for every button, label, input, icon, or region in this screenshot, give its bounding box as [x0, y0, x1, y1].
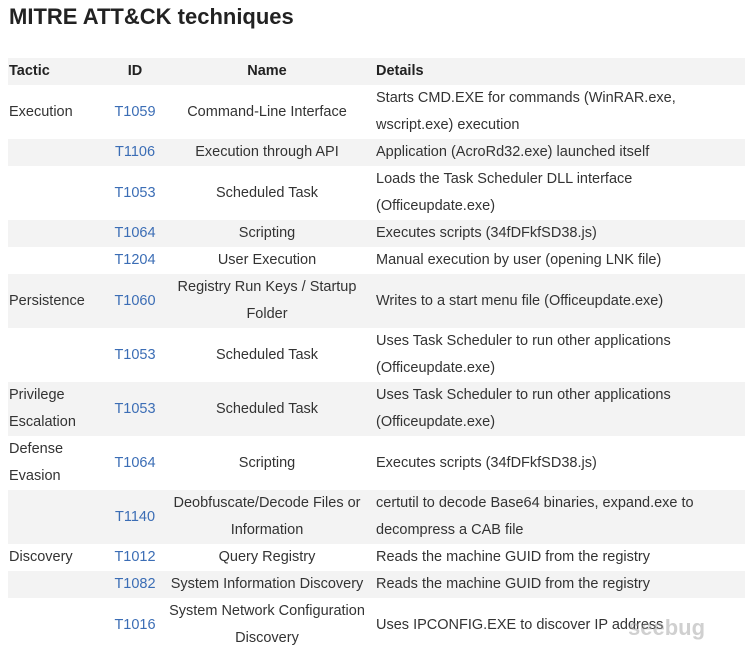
header-cell: Name — [247, 63, 287, 79]
details-cell: Uses Task Scheduler to run other applica… — [376, 333, 671, 376]
details-cell: certutil to decode Base64 binaries, expa… — [376, 495, 694, 538]
details-cell: Uses IPCONFIG.EXE to discover IP address — [376, 616, 664, 633]
tactic-cell: Defense Evasion — [9, 441, 64, 484]
name-cell: System Network Configuration Discovery — [169, 603, 365, 646]
id-cell: T1082 — [114, 576, 156, 592]
id-cell: T1016 — [114, 616, 156, 633]
id-cell: T1204 — [114, 252, 156, 268]
name-cell: Scheduled Task — [215, 346, 319, 363]
name-cell: Scheduled Task — [215, 184, 319, 201]
table-row: T1053 Scheduled Task Loads the Task Schedu… — [8, 166, 745, 220]
name-cell: User Execution — [217, 252, 317, 268]
table-row: Privilege Escalation T1053 Scheduled Task U… — [8, 382, 745, 436]
details-cell: Executes scripts (34fDFkfSD38.js) — [376, 225, 597, 241]
details-cell: Reads the machine GUID from the registry — [376, 576, 650, 592]
id-cell: T1060 — [114, 292, 156, 309]
details-cell: Uses Task Scheduler to run other applica… — [376, 387, 671, 430]
tactic-cell — [8, 139, 106, 166]
tactic-cell — [8, 166, 106, 220]
details-cell: Loads the Task Scheduler DLL interface (… — [376, 171, 633, 214]
page-title: MITRE ATT&CK techniques — [9, 4, 294, 29]
id-cell: T1053 — [114, 184, 156, 201]
table-row: T1064 Scripting Executes scripts (34fDFkfS… — [8, 220, 745, 247]
details-cell: Manual execution by user (opening LNK fi… — [376, 252, 662, 268]
name-cell: Query Registry — [218, 549, 316, 565]
tactic-cell — [8, 328, 106, 382]
tactic-cell: Persistence — [9, 292, 85, 309]
table-row: Execution T1059 Command-Line Interface Star… — [8, 85, 745, 139]
id-cell: T1140 — [114, 508, 156, 525]
tactic-cell — [8, 490, 106, 544]
techniques-table: Tactic ID Name Details Execution T1059 Command… — [8, 58, 745, 652]
table-row: T1016 System Network Configuration Discov… — [8, 598, 745, 652]
header-cell: ID — [127, 63, 143, 79]
name-cell: Scripting — [238, 454, 296, 471]
tactic-cell — [8, 571, 106, 598]
name-cell: Command-Line Interface — [187, 103, 347, 120]
header-cell: Details — [376, 63, 424, 79]
details-cell: Starts CMD.EXE for commands (WinRAR.exe,… — [376, 90, 676, 133]
name-cell: Scripting — [238, 225, 296, 241]
id-cell: T1106 — [114, 144, 156, 160]
tactic-cell: Discovery — [9, 549, 73, 565]
table-row: T1140 Deobfuscate/Decode Files or Informa… — [8, 490, 745, 544]
table-row: Discovery T1012 Query Registry Reads the ma… — [8, 544, 745, 571]
table-row: T1082 System Information Discovery Reads t… — [8, 571, 745, 598]
id-cell: T1053 — [114, 346, 156, 363]
table-row: Defense Evasion T1064 Scripting Executes sc… — [8, 436, 745, 490]
name-cell: Deobfuscate/Decode Files or Information — [173, 495, 361, 538]
id-cell: T1053 — [114, 400, 156, 417]
header-row: Tactic ID Name Details — [8, 58, 745, 85]
watermark: seebug — [628, 615, 706, 640]
table-row: T1053 Scheduled Task Uses Task Scheduler t… — [8, 328, 745, 382]
name-cell: Registry Run Keys / Startup Folder — [177, 279, 357, 322]
table-row: Persistence T1060 Registry Run Keys / Star… — [8, 274, 745, 328]
tactic-cell — [8, 220, 106, 247]
header-cell: Tactic — [9, 63, 50, 79]
id-cell: T1064 — [114, 454, 156, 471]
details-cell: Writes to a start menu file (Officeupdat… — [376, 292, 664, 309]
details-cell: Application (AcroRd32.exe) launched itse… — [376, 144, 650, 160]
id-cell: T1059 — [114, 103, 156, 120]
tactic-cell: Privilege Escalation — [9, 387, 76, 430]
id-cell: T1064 — [114, 225, 156, 241]
tactic-cell: Execution — [9, 103, 73, 120]
details-cell: Reads the machine GUID from the registry — [376, 549, 650, 565]
name-cell: Scheduled Task — [215, 400, 319, 417]
tactic-cell — [8, 598, 106, 652]
details-cell: Executes scripts (34fDFkfSD38.js) — [376, 454, 597, 471]
name-cell: Execution through API — [195, 144, 339, 160]
name-cell: System Information Discovery — [170, 576, 364, 592]
tactic-cell — [8, 247, 106, 274]
table-row: T1106 Execution through API Application (A… — [8, 139, 745, 166]
table-row: T1204 User Execution Manual execution by u… — [8, 247, 745, 274]
id-cell: T1012 — [114, 549, 156, 565]
